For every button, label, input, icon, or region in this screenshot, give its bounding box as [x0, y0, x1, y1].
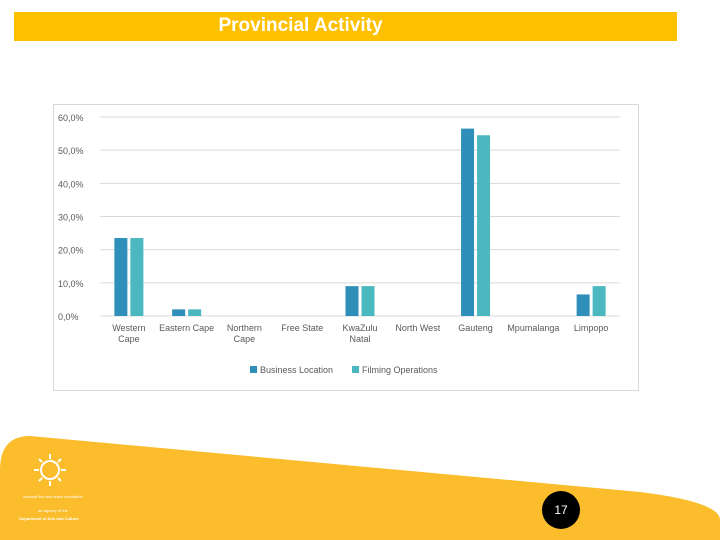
- footer-shape: [0, 436, 720, 540]
- y-tick-label: 40,0%: [58, 179, 84, 189]
- org-dept: Department of Arts and Culture: [19, 516, 79, 521]
- title-bar: Provincial Activity: [14, 12, 677, 41]
- x-tick-label: KwaZulu: [342, 323, 377, 333]
- legend-swatch: [352, 366, 359, 373]
- bar: [592, 286, 606, 316]
- org-name: national film and video foundation: [23, 494, 83, 499]
- page-number: 17: [542, 491, 580, 529]
- bar: [188, 309, 202, 316]
- bar: [477, 135, 491, 316]
- bar: [172, 309, 186, 316]
- x-tick-label: Cape: [118, 334, 140, 344]
- x-tick-label: Cape: [234, 334, 256, 344]
- bar: [130, 238, 144, 316]
- footer-band: [0, 436, 720, 540]
- bar: [345, 286, 359, 316]
- y-tick-label: 30,0%: [58, 213, 84, 223]
- bar: [361, 286, 375, 316]
- x-tick-label: Natal: [349, 334, 370, 344]
- legend-swatch: [250, 366, 257, 373]
- x-tick-label: Western: [112, 323, 145, 333]
- nfvf-logo-icon: [34, 454, 66, 486]
- x-tick-label: Eastern Cape: [159, 323, 214, 333]
- y-tick-label: 50,0%: [58, 146, 84, 156]
- x-tick-label: North West: [395, 323, 440, 333]
- x-tick-label: Northern: [227, 323, 262, 333]
- y-tick-label: 0,0%: [58, 312, 79, 322]
- x-tick-label: Free State: [281, 323, 323, 333]
- chart-frame: 0,0% 10,0% 20,0% 30,0% 40,0% 50,0% 60,0% Wester…: [53, 104, 639, 391]
- slide-title: Provincial Activity: [218, 15, 383, 36]
- y-tick-label: 10,0%: [58, 279, 84, 289]
- y-tick-label: 20,0%: [58, 246, 84, 256]
- y-tick-label: 60,0%: [58, 113, 84, 123]
- x-tick-label: Mpumalanga: [507, 323, 559, 333]
- legend-label: Business Location: [260, 365, 333, 375]
- legend-label: Filming Operations: [362, 365, 438, 375]
- org-sub: an agency of the: [38, 508, 68, 513]
- bar: [114, 238, 128, 316]
- bar: [576, 294, 590, 316]
- x-tick-label: Limpopo: [574, 323, 609, 333]
- x-tick-label: Gauteng: [458, 323, 493, 333]
- bar: [461, 128, 475, 316]
- bar-chart: 0,0% 10,0% 20,0% 30,0% 40,0% 50,0% 60,0% Wester…: [58, 113, 620, 375]
